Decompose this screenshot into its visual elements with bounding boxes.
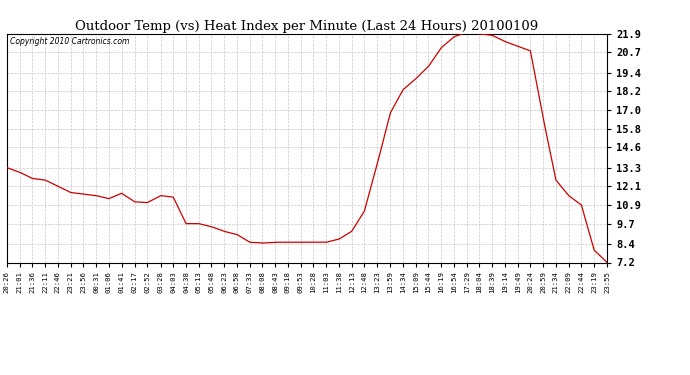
Title: Outdoor Temp (vs) Heat Index per Minute (Last 24 Hours) 20100109: Outdoor Temp (vs) Heat Index per Minute … [75, 20, 539, 33]
Text: Copyright 2010 Cartronics.com: Copyright 2010 Cartronics.com [10, 37, 129, 46]
